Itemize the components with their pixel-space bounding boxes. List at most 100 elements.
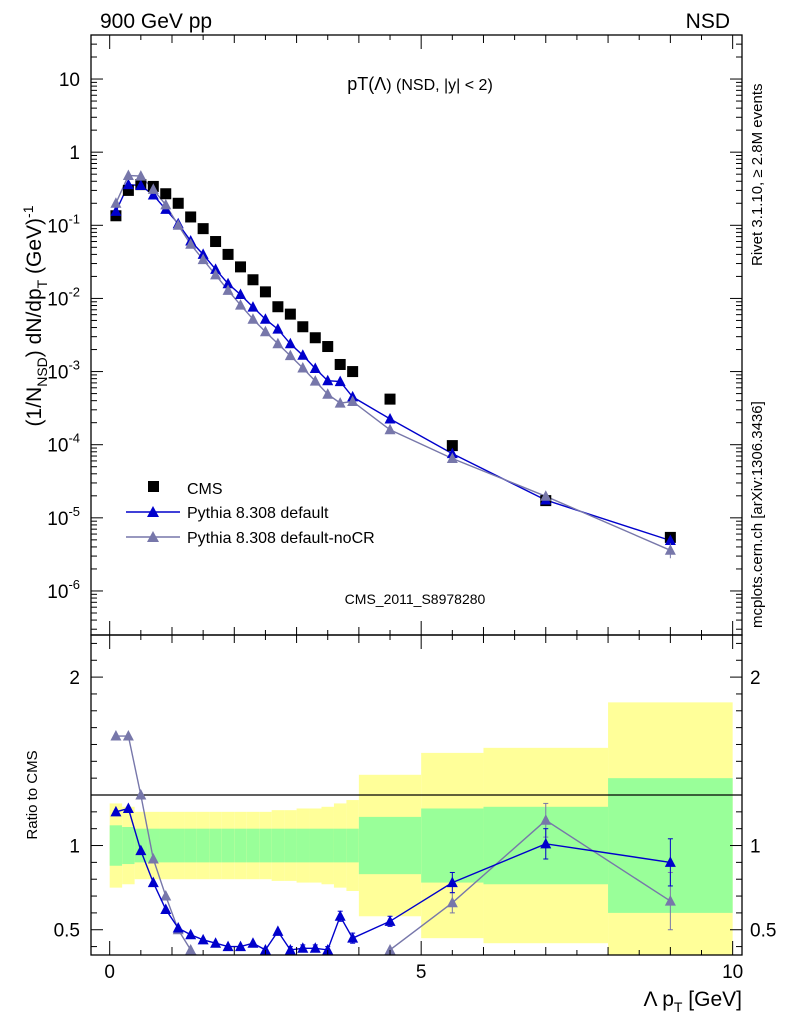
stat-uncertainty-band bbox=[221, 828, 235, 863]
x-axis-label: Λ pT [GeV] bbox=[644, 988, 742, 1015]
mc-point bbox=[222, 277, 234, 289]
stat-uncertainty-band bbox=[333, 828, 347, 863]
cms-point bbox=[210, 236, 222, 248]
cms-point bbox=[272, 301, 284, 313]
ratio-point bbox=[185, 943, 197, 955]
ratio-point bbox=[664, 856, 676, 867]
cms-point bbox=[235, 261, 247, 273]
ratio-point bbox=[272, 925, 284, 936]
ratio-series bbox=[110, 730, 676, 1007]
mc-point bbox=[259, 313, 271, 324]
ratio-point bbox=[135, 844, 147, 856]
main-title: pT(Λ) (NSD, |y| < 2) bbox=[347, 74, 493, 94]
stat-uncertainty-band bbox=[159, 828, 172, 863]
ratio-point bbox=[297, 942, 309, 953]
ratio-point bbox=[222, 940, 234, 952]
ratio-point bbox=[284, 943, 296, 955]
ratio-point bbox=[335, 996, 346, 1007]
ratio-point bbox=[272, 991, 283, 1002]
mc-point bbox=[222, 284, 234, 295]
ratio-line bbox=[115, 807, 671, 951]
cms-point bbox=[334, 358, 346, 370]
stat-uncertainty-band bbox=[171, 828, 185, 863]
mc-point bbox=[110, 205, 122, 216]
x-tick-label: 0 bbox=[104, 962, 115, 983]
x-tick-label: 10 bbox=[722, 962, 743, 983]
legend: CMS Pythia 8.308 default Pythia 8.308 de… bbox=[126, 481, 375, 547]
mc-point bbox=[322, 388, 334, 399]
ratio-y-axis-label: Ratio to CMS bbox=[24, 750, 41, 839]
ratio-y-tick-label: 1 bbox=[69, 837, 80, 858]
main-series bbox=[110, 169, 676, 559]
main-y-tick-label: 10-6 bbox=[47, 577, 80, 603]
cms-point bbox=[284, 308, 296, 320]
legend-marker-default bbox=[147, 506, 159, 517]
mc-point bbox=[664, 534, 676, 545]
stat-uncertainty-band bbox=[284, 828, 297, 863]
cms-point bbox=[259, 286, 271, 298]
main-y-axis-label: (1/NNSD) dN/dpT (GeV)-1 bbox=[20, 205, 50, 426]
mc-point bbox=[122, 178, 134, 190]
rivet-label: Rivet 3.1.10, ≥ 2.8M events bbox=[749, 84, 766, 267]
mc-point bbox=[122, 169, 134, 180]
mc-point bbox=[110, 197, 122, 208]
mc-point bbox=[384, 412, 396, 424]
mc-point bbox=[446, 452, 458, 463]
ratio-point bbox=[147, 876, 159, 888]
ratio-point bbox=[664, 895, 676, 906]
ratio-point bbox=[235, 940, 247, 952]
mc-point bbox=[297, 361, 309, 373]
ratio-y-tick-label: 2 bbox=[69, 668, 80, 689]
ratio-point bbox=[297, 994, 308, 1005]
cms-point bbox=[309, 332, 321, 344]
mc-point bbox=[284, 337, 296, 349]
cms-point bbox=[160, 188, 172, 200]
series-line bbox=[115, 174, 671, 551]
main-ticks: 10-6 10-5 10-4 10-3 10-2 10-1 1 10 bbox=[47, 34, 742, 635]
mc-point bbox=[309, 362, 321, 374]
main-y-tick-label: 10-2 bbox=[47, 284, 80, 310]
ratio-point bbox=[259, 943, 271, 955]
ratio-point bbox=[260, 989, 271, 1000]
ratio-point bbox=[384, 943, 396, 955]
ratio-panel: 0.5 0.5 1 1 2 2 0 5 10 Ratio to CMS Λ pT [GeV] bbox=[24, 634, 776, 1015]
mc-point bbox=[347, 395, 359, 406]
mc-point bbox=[160, 198, 172, 210]
legend-marker-cms bbox=[148, 481, 159, 492]
mc-point bbox=[185, 238, 197, 249]
mc-point bbox=[322, 374, 334, 386]
stat-uncertainty-band bbox=[309, 828, 322, 863]
cms-point bbox=[172, 197, 184, 209]
cms-point bbox=[122, 184, 134, 196]
ratio-point bbox=[147, 853, 159, 864]
ratio-point bbox=[285, 993, 296, 1004]
ratio-point bbox=[322, 943, 334, 955]
mc-point bbox=[197, 253, 209, 265]
cms-point bbox=[446, 440, 458, 452]
main-y-tick-label: 10 bbox=[59, 70, 80, 91]
mc-point bbox=[540, 490, 552, 501]
main-y-tick-label: 10-3 bbox=[47, 358, 80, 384]
mc-point bbox=[147, 188, 159, 200]
stat-uncertainty-band bbox=[184, 828, 197, 863]
ratio-point bbox=[540, 837, 552, 849]
ratio-point bbox=[160, 903, 172, 915]
ratio-point bbox=[110, 730, 122, 741]
main-y-tick-label: 10-1 bbox=[47, 211, 80, 237]
stat-uncertainty-band bbox=[259, 828, 272, 863]
main-y-tick-label: 1 bbox=[69, 143, 80, 164]
ratio-point bbox=[198, 956, 209, 967]
mc-point bbox=[284, 349, 296, 361]
main-y-tick-label: 10-5 bbox=[47, 504, 80, 530]
ratio-point bbox=[110, 805, 122, 817]
stat-uncertainty-band bbox=[296, 828, 310, 863]
ratio-point bbox=[310, 996, 321, 1007]
header-right: NSD bbox=[686, 10, 730, 33]
cms-point bbox=[185, 211, 197, 223]
mc-point bbox=[235, 288, 247, 300]
cms-point bbox=[247, 274, 259, 286]
ratio-point bbox=[247, 937, 259, 948]
mc-point bbox=[334, 375, 346, 387]
mc-point bbox=[210, 263, 222, 274]
ratio-point bbox=[247, 986, 258, 997]
